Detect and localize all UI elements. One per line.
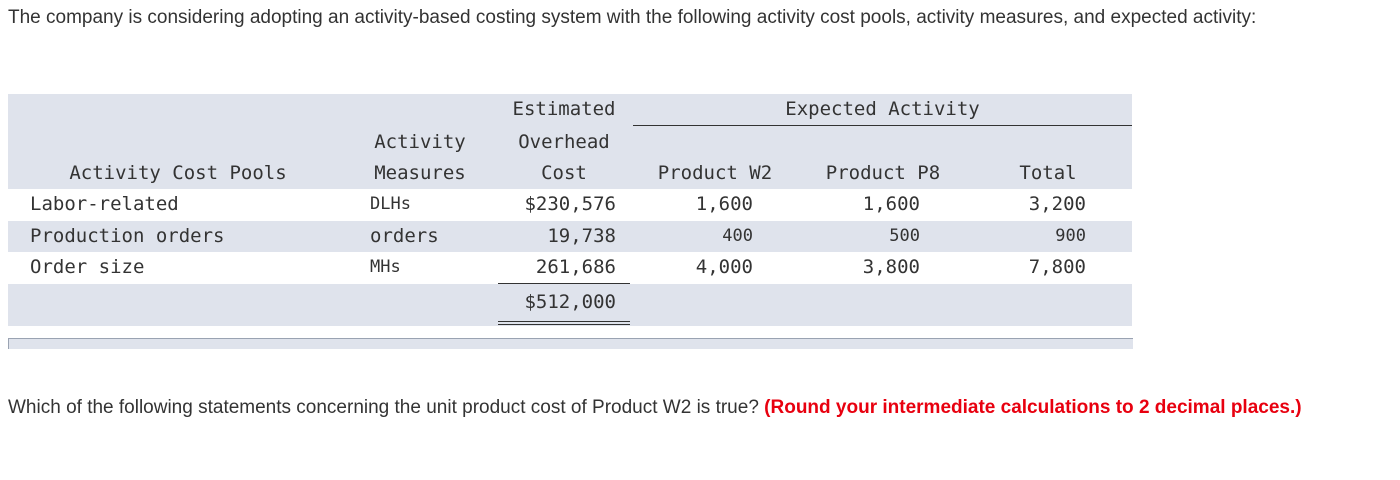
double-underline-bottom [498,324,630,325]
row-3-measure: MHs [370,257,401,277]
expected-activity-underline [633,125,1132,126]
table-bottom-bar [8,338,1133,349]
header-product-p8: Product P8 [825,162,941,184]
row-2-pool: Production orders [30,225,225,247]
total-band [8,284,1132,326]
header-expected-activity: Expected Activity [785,98,980,120]
activity-cost-table: Estimated Expected Activity Activity Ove… [8,94,1132,326]
header-total: Total [1019,162,1077,184]
grand-total: $512,000 [524,291,616,313]
intro-text: The company is considering adopting an a… [8,7,1257,28]
row-3-w2: 4,000 [695,256,753,278]
header-estimated: Estimated [512,98,616,120]
question-text: Which of the following statements concer… [8,392,1378,423]
header-activity: Activity [374,131,466,153]
header-product-w2: Product W2 [657,162,773,184]
row-3-cost: 261,686 [535,256,616,278]
row-band-production-orders [8,221,1132,252]
header-measures: Measures [374,162,466,184]
row-1-total: 3,200 [1028,193,1086,215]
row-2-w2: 400 [722,226,753,246]
header-cost-pools: Activity Cost Pools [69,162,287,184]
row-2-p8: 500 [889,226,920,246]
question-main: Which of the following statements concer… [8,397,765,418]
row-1-pool: Labor-related [30,193,179,215]
row-2-cost: 19,738 [547,225,616,247]
row-1-p8: 1,600 [862,193,920,215]
row-2-measure: orders [370,225,439,247]
header-overhead: Overhead [518,131,610,153]
header-cost: Cost [541,162,587,184]
row-3-pool: Order size [30,256,145,278]
row-1-cost: $230,576 [524,193,616,215]
row-1-w2: 1,600 [695,193,753,215]
row-2-total: 900 [1055,226,1086,246]
row-3-total: 7,800 [1028,256,1086,278]
double-underline-top [498,321,630,322]
question-emphasis: (Round your intermediate calculations to… [764,397,1302,418]
row-1-measure: DLHs [370,194,411,214]
cost-subtotal-rule [498,283,630,284]
header-band [8,94,1132,189]
row-3-p8: 3,800 [862,256,920,278]
